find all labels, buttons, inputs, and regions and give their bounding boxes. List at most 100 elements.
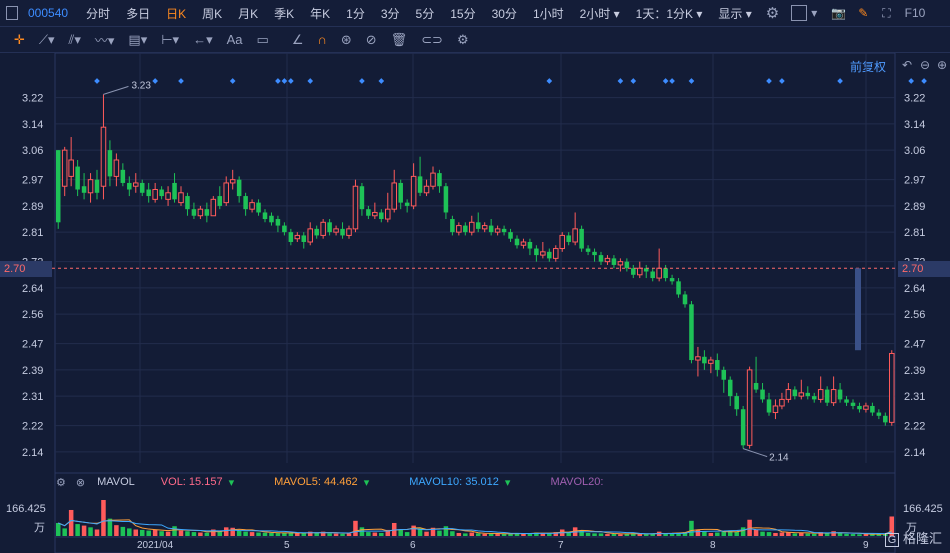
- undo-icon[interactable]: ↶: [901, 58, 912, 72]
- y-tick-label-left: 2.56: [22, 309, 43, 321]
- volume-bar: [217, 531, 223, 536]
- volume-bar: [695, 529, 701, 536]
- settings-gear-icon[interactable]: ⚙: [765, 5, 780, 22]
- y-tick-label-right: 2.89: [904, 201, 925, 213]
- candle-body: [863, 405, 869, 410]
- volume-bar: [786, 532, 791, 536]
- candle-body: [572, 228, 578, 243]
- channel-tool-icon[interactable]: ⫽▾: [68, 31, 81, 47]
- volume-bar: [631, 533, 636, 536]
- volume-ma-line: [58, 519, 892, 535]
- volume-settings-icon[interactable]: ⚙: [56, 476, 66, 489]
- event-marker: [229, 78, 236, 84]
- zoom-out-icon[interactable]: ⊖: [919, 58, 930, 72]
- fullscreen-icon[interactable]: ⛶: [882, 5, 891, 20]
- timeframe-tab[interactable]: 30分: [491, 6, 517, 21]
- pencil-icon[interactable]: ✎: [858, 6, 869, 20]
- chevron-down-icon[interactable]: ▾: [363, 476, 370, 489]
- wave-tool-icon[interactable]: 〰▾: [94, 33, 115, 48]
- candle-body: [481, 225, 488, 230]
- candle-body: [94, 179, 100, 193]
- timeframe-tab[interactable]: 年K: [310, 6, 331, 21]
- timeframe-tab[interactable]: 显示 ▾: [718, 6, 752, 21]
- zoom-in-icon[interactable]: ⊕: [936, 58, 947, 72]
- timeframe-tab[interactable]: 多日: [126, 6, 151, 21]
- volume-bar: [715, 532, 720, 536]
- volume-bar: [779, 532, 785, 536]
- camera-icon[interactable]: 📷: [831, 6, 847, 20]
- timeframe-tab[interactable]: 周K: [202, 6, 223, 21]
- volume-bar: [88, 527, 93, 536]
- timeframe-tab[interactable]: 分时: [86, 6, 111, 21]
- candle-body: [100, 126, 107, 187]
- volume-bar: [760, 531, 765, 536]
- timeframe-tab[interactable]: 2小时 ▾: [579, 6, 620, 21]
- timeframe-tab[interactable]: 月K: [238, 6, 259, 21]
- candle-body: [676, 281, 681, 295]
- top-bar: 000540 分时 多日 日K 周K 月K 季K 年K 1分 3分 5分 15分 30分 1小时 2小时 …: [0, 0, 950, 27]
- volume-bar: [488, 533, 494, 536]
- candle-body: [682, 294, 688, 305]
- candle-body: [243, 196, 248, 210]
- symbol-code[interactable]: 000540: [28, 6, 69, 20]
- candle-body: [217, 196, 223, 206]
- volume-bar: [333, 533, 339, 536]
- candle-body: [689, 304, 694, 361]
- magnet-icon[interactable]: ∩: [317, 32, 327, 47]
- timeframe-tab[interactable]: 1小时: [532, 6, 564, 21]
- volume-bar: [269, 532, 274, 536]
- chevron-down-icon[interactable]: ▾: [504, 476, 511, 489]
- volume-bar: [353, 520, 358, 536]
- timeframe-tab[interactable]: 日K: [166, 6, 187, 21]
- candle-body: [643, 268, 649, 272]
- eraser-icon[interactable]: ∠: [291, 31, 304, 47]
- timeframe-tab[interactable]: 1分: [346, 6, 365, 21]
- candle-body: [830, 389, 837, 404]
- volume-bar: [818, 532, 823, 536]
- timeframe-tab[interactable]: 1天：1分K ▾: [635, 6, 703, 21]
- volume-bar: [508, 533, 513, 536]
- y-tick-label-right: 2.81: [904, 227, 925, 239]
- timeframe-tab[interactable]: 3分: [380, 6, 400, 21]
- text-tool-icon[interactable]: Aa: [226, 32, 243, 47]
- layout-toggle-icon[interactable]: [791, 5, 808, 21]
- event-marker: [630, 78, 637, 84]
- volume-bar: [624, 533, 630, 536]
- volume-close-icon[interactable]: ⊗: [75, 476, 86, 489]
- line-tool-icon[interactable]: ⟋▾: [38, 31, 55, 47]
- volume-bar: [482, 533, 487, 536]
- volume-indicator-name[interactable]: MAVOL: [97, 476, 135, 488]
- arrow-tool-icon[interactable]: ←▾: [193, 31, 213, 47]
- eye-icon[interactable]: ⊛: [340, 31, 352, 47]
- crosshair-icon[interactable]: ✛: [14, 31, 25, 47]
- drawing-toolbar: ✛ ⟋▾ ⫽▾ 〰▾ ▤▾ ⊢▾ ←▾ Aa ▭ ∠ ∩ ⊛ ⊘ 🗑 ⊂⊃ ⚙: [0, 27, 950, 53]
- timeframe-tab[interactable]: 15分: [450, 6, 476, 21]
- volume-bar: [223, 527, 229, 536]
- toggle-icon[interactable]: ⊂⊃: [421, 31, 443, 47]
- hide-icon[interactable]: ⊘: [365, 31, 377, 47]
- event-marker: [307, 78, 314, 84]
- volume-bar: [811, 533, 817, 536]
- price-range-bar: [855, 268, 861, 351]
- timeframe-tab[interactable]: 季K: [274, 6, 295, 21]
- mavol10-value: MAVOL10: 35.012: [409, 476, 499, 488]
- timeframe-tab[interactable]: 5分: [415, 6, 435, 21]
- toolbar-settings-icon[interactable]: ⚙: [456, 31, 469, 47]
- trash-icon[interactable]: 🗑: [390, 31, 408, 47]
- adjust-button[interactable]: 前复权: [849, 60, 886, 74]
- fib-tool-icon[interactable]: ▤▾: [128, 31, 148, 47]
- event-marker: [152, 78, 158, 84]
- chevron-down-icon[interactable]: ▾: [811, 6, 818, 20]
- candle-body: [553, 248, 559, 259]
- measure-tool-icon[interactable]: ⊢▾: [161, 31, 180, 47]
- candle-body: [598, 255, 604, 262]
- candle-body: [87, 179, 94, 194]
- comment-tool-icon[interactable]: ▭: [256, 31, 269, 47]
- volume-bar: [243, 531, 248, 536]
- kline-chart[interactable]: 3.22 3.22 3.14 3.14 3.06 3.06 2.97 2.97 2.89 2.89…: [0, 53, 950, 553]
- app-menu-icon[interactable]: [6, 6, 18, 20]
- volume-bar: [139, 529, 145, 536]
- f10-button[interactable]: F10: [904, 6, 926, 20]
- chevron-down-icon[interactable]: ▾: [228, 476, 235, 489]
- volume-bar: [282, 532, 287, 536]
